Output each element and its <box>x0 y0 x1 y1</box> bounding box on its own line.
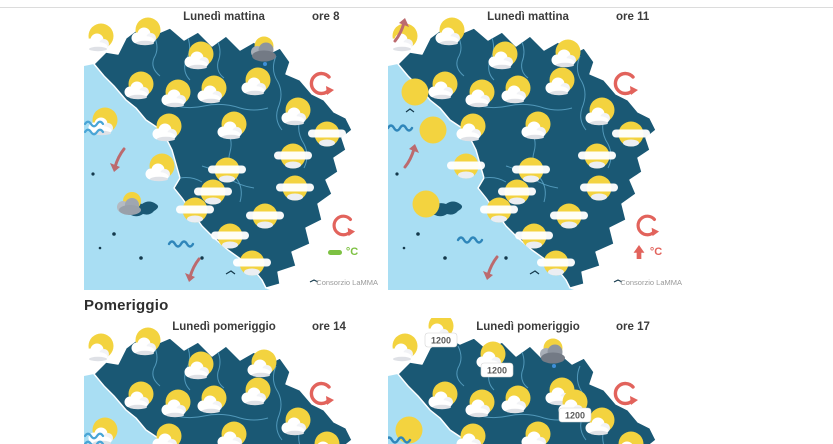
wind-circulation-icon <box>636 214 660 238</box>
sun-icon <box>412 190 440 218</box>
section-label-pomeriggio: Pomeriggio <box>84 297 169 314</box>
panel-title: Lunedì mattina <box>183 11 265 23</box>
sun-small-cloud-icon <box>84 23 114 52</box>
forecast-panel-ore-11: Lunedì mattina ore 11 °C Consorzio LaMMA <box>388 8 684 290</box>
sun-icon <box>419 116 447 144</box>
sun-icon <box>401 78 429 106</box>
forecast-panel-ore-17: 1200 1200 1200 Lunedì pomeriggio ore 17 <box>388 318 684 444</box>
section-label-mattina: Mattina <box>84 0 138 4</box>
svg-text:1200: 1200 <box>431 336 451 346</box>
svg-text:1200: 1200 <box>565 411 585 421</box>
forecast-panel-ore-8: Lunedì mattina ore 8 °C Consorzio LaMMA <box>84 8 380 290</box>
panel-time-label: ore 11 <box>616 11 650 23</box>
wind-circulation-icon <box>613 381 640 407</box>
temperature-trend-legend: °C <box>620 212 674 260</box>
steady-temperature-icon <box>327 249 342 255</box>
temperature-unit: °C <box>345 245 359 258</box>
snow-level-badge: 1200 <box>424 332 458 348</box>
temperature-trend-legend: °C <box>316 212 370 260</box>
panel-title: Lunedì pomeriggio <box>476 321 580 333</box>
wind-circulation-icon <box>309 71 336 97</box>
forecast-panel-ore-14: Lunedì pomeriggio ore 14 <box>84 318 380 444</box>
snow-level-badge: 1200 <box>558 407 592 423</box>
tuscany-map <box>388 25 657 290</box>
attribution: Consorzio LaMMA <box>316 278 378 287</box>
panel-time-label: ore 14 <box>312 321 346 333</box>
rising-temperature-icon <box>633 245 645 259</box>
tuscany-map <box>84 25 353 290</box>
sun-small-cloud-icon <box>84 333 114 362</box>
svg-text:1200: 1200 <box>487 366 507 376</box>
tuscany-weather-map <box>84 327 353 444</box>
snow-level-badge: 1200 <box>480 362 514 378</box>
temperature-unit: °C <box>649 245 663 258</box>
panel-title: Lunedì pomeriggio <box>172 321 276 333</box>
panel-time-label: ore 17 <box>616 321 650 333</box>
attribution: Consorzio LaMMA <box>620 278 682 287</box>
wind-circulation-icon <box>613 71 640 97</box>
wind-circulation-icon <box>332 214 356 238</box>
wind-circulation-icon <box>309 381 336 407</box>
panel-time-label: ore 8 <box>312 11 340 23</box>
panel-title: Lunedì mattina <box>487 11 569 23</box>
sun-small-cloud-icon <box>388 333 418 362</box>
tuscany-weather-map: 1200 1200 1200 <box>388 318 657 444</box>
header-divider <box>0 7 833 8</box>
